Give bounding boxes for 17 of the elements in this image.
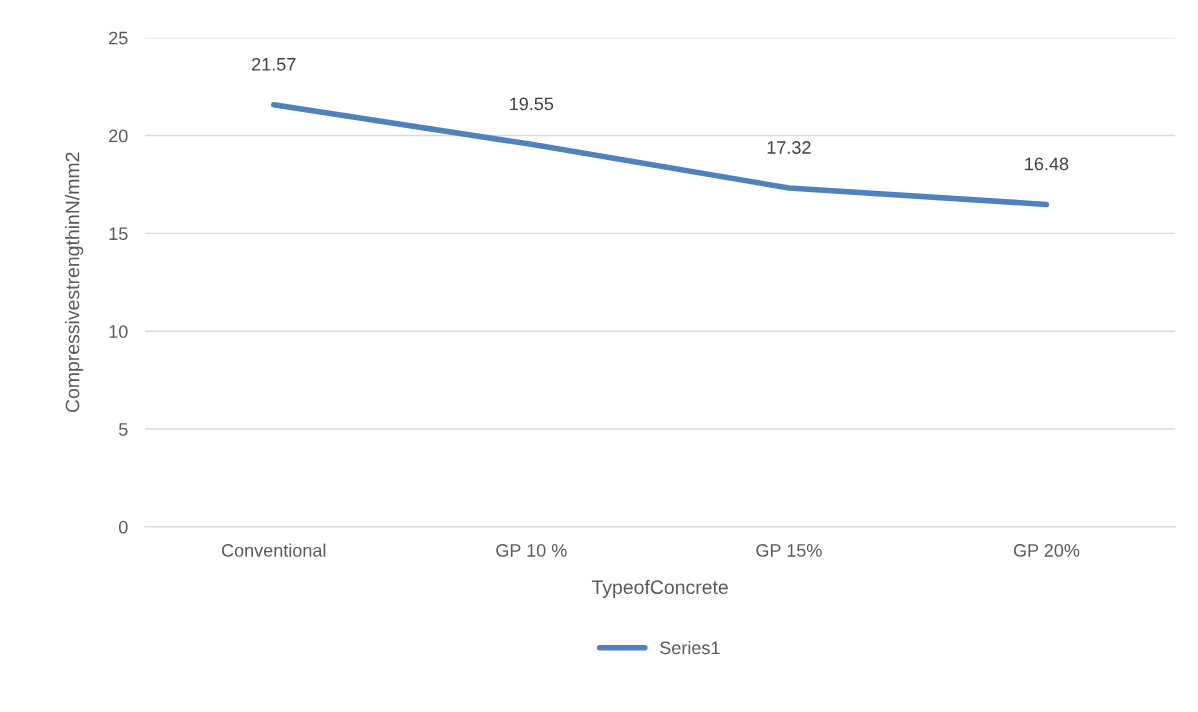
x-tick-label: GP 15% xyxy=(756,544,822,557)
x-tick-label: GP 20% xyxy=(1013,544,1080,557)
x-tick-label: Conventional xyxy=(221,543,326,557)
y-tick-label: 15 xyxy=(109,227,128,241)
legend-label: Series1 xyxy=(660,640,720,655)
y-tick-label: 10 xyxy=(109,325,128,338)
data-label: 21.57 xyxy=(252,57,296,71)
data-label: 16.48 xyxy=(1025,157,1069,171)
x-axis-title: TypeofConcrete xyxy=(591,579,728,598)
y-axis-title: CompressivestrengthinN/mm2 xyxy=(65,152,84,413)
data-label: 17.32 xyxy=(767,141,811,154)
y-tick-label: 5 xyxy=(118,423,128,436)
y-tick-label: 25 xyxy=(109,31,128,45)
y-tick-label: 0 xyxy=(118,520,128,534)
data-label: 19.55 xyxy=(510,97,554,111)
x-tick-label: GP 10 % xyxy=(496,544,567,557)
y-tick-label: 20 xyxy=(109,129,128,143)
